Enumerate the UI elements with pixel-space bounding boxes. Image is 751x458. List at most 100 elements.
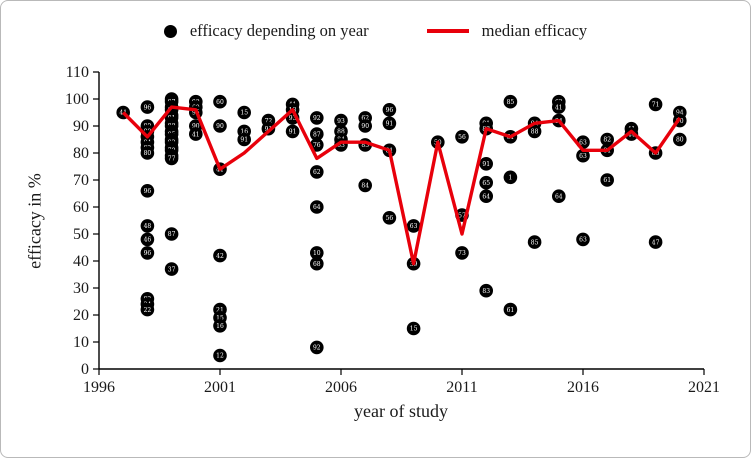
svg-text:85: 85: [507, 99, 515, 106]
data-point: 16: [213, 319, 227, 333]
svg-text:76: 76: [313, 142, 321, 149]
data-point: 64: [552, 189, 566, 203]
svg-text:60: 60: [216, 99, 224, 106]
svg-text:88: 88: [337, 129, 345, 136]
svg-text:64: 64: [482, 193, 490, 200]
svg-text:90: 90: [676, 118, 684, 125]
y-tick-label: 110: [66, 64, 89, 81]
svg-text:41: 41: [192, 131, 200, 138]
data-point: 83: [479, 283, 494, 298]
scatter-marker-icon: [163, 24, 177, 38]
svg-text:84: 84: [361, 183, 369, 190]
data-point: 56: [382, 211, 397, 225]
data-point: 41: [189, 127, 203, 141]
legend-item-line: median efficacy: [426, 21, 587, 41]
svg-text:83: 83: [337, 142, 345, 149]
svg-text:93: 93: [337, 118, 345, 125]
svg-text:12: 12: [216, 353, 224, 360]
data-point: 42: [213, 248, 227, 263]
svg-text:64: 64: [313, 204, 321, 211]
line-marker-icon: [426, 29, 469, 33]
data-point: 93: [334, 113, 348, 128]
svg-text:90: 90: [216, 123, 224, 130]
svg-text:41: 41: [555, 104, 563, 111]
svg-text:16: 16: [216, 323, 224, 330]
data-point: 77: [164, 151, 179, 166]
svg-text:68: 68: [313, 261, 321, 268]
svg-text:96: 96: [144, 250, 152, 257]
y-tick-label: 30: [73, 280, 89, 297]
svg-text:21: 21: [216, 307, 224, 314]
svg-text:63: 63: [410, 223, 418, 230]
y-tick-label: 10: [73, 334, 89, 351]
svg-text:85: 85: [531, 239, 539, 246]
svg-text:22: 22: [144, 307, 152, 314]
svg-text:91: 91: [386, 121, 394, 128]
data-point: 46: [140, 232, 155, 247]
data-point: 41: [552, 100, 566, 114]
svg-text:77: 77: [168, 156, 176, 163]
x-tick-label: 2016: [567, 379, 599, 396]
svg-text:92: 92: [313, 345, 321, 352]
svg-text:71: 71: [652, 102, 660, 109]
svg-text:62: 62: [313, 169, 321, 176]
data-point: 15: [237, 105, 251, 120]
data-point: 91: [382, 116, 397, 131]
data-point: 80: [140, 146, 155, 160]
data-point: 44: [624, 127, 639, 141]
data-point: 47: [648, 235, 663, 249]
y-tick-label: 20: [73, 307, 89, 324]
legend-item-scatter: efficacy depending on year: [163, 21, 369, 41]
svg-text:15: 15: [410, 326, 418, 333]
y-tick-label: 0: [81, 361, 89, 378]
svg-text:64: 64: [555, 193, 563, 200]
data-point: 61: [503, 302, 518, 317]
svg-text:15: 15: [240, 110, 248, 117]
data-point: 91: [479, 157, 494, 171]
y-tick-label: 100: [65, 91, 89, 108]
svg-text:83: 83: [361, 142, 369, 149]
svg-text:15: 15: [216, 315, 224, 322]
data-point: 90: [213, 119, 227, 133]
data-point: 64: [479, 189, 494, 203]
data-point: 63: [576, 232, 590, 247]
svg-text:56: 56: [386, 215, 394, 222]
data-point: 85: [503, 94, 518, 109]
legend-scatter-label: efficacy depending on year: [189, 21, 369, 40]
svg-text:48: 48: [144, 223, 152, 230]
data-point: 62: [310, 165, 324, 179]
svg-text:46: 46: [144, 237, 152, 244]
legend: efficacy depending on year median effica…: [1, 21, 750, 41]
data-point: 64: [310, 200, 324, 214]
data-point: 65: [479, 175, 494, 190]
svg-text:88: 88: [531, 129, 539, 136]
svg-text:47: 47: [652, 239, 660, 246]
data-point: 56: [455, 130, 469, 144]
x-tick-label: 1996: [83, 379, 115, 396]
data-point: 68: [310, 256, 324, 271]
svg-text:91: 91: [482, 161, 490, 168]
svg-text:37: 37: [168, 266, 176, 273]
svg-text:82: 82: [603, 137, 611, 144]
data-point: 92: [310, 340, 324, 355]
data-point: 71: [648, 97, 663, 112]
data-point: 82: [600, 132, 614, 147]
svg-text:65: 65: [482, 180, 490, 187]
svg-text:87: 87: [313, 131, 321, 138]
x-tick-label: 2006: [325, 379, 357, 396]
svg-text:91: 91: [289, 129, 297, 136]
y-axis-title: efficacy in %: [24, 173, 45, 269]
y-tick-label: 40: [73, 253, 89, 270]
svg-text:57: 57: [458, 212, 466, 219]
svg-text:80: 80: [144, 150, 152, 157]
svg-text:87: 87: [168, 231, 176, 238]
svg-text:63: 63: [579, 139, 587, 146]
data-point: 90: [358, 119, 373, 133]
svg-text:91: 91: [240, 137, 248, 144]
data-point: 96: [382, 103, 397, 117]
data-point: 87: [164, 227, 179, 241]
svg-text:92: 92: [313, 115, 321, 122]
x-tick-label: 2021: [688, 379, 720, 396]
